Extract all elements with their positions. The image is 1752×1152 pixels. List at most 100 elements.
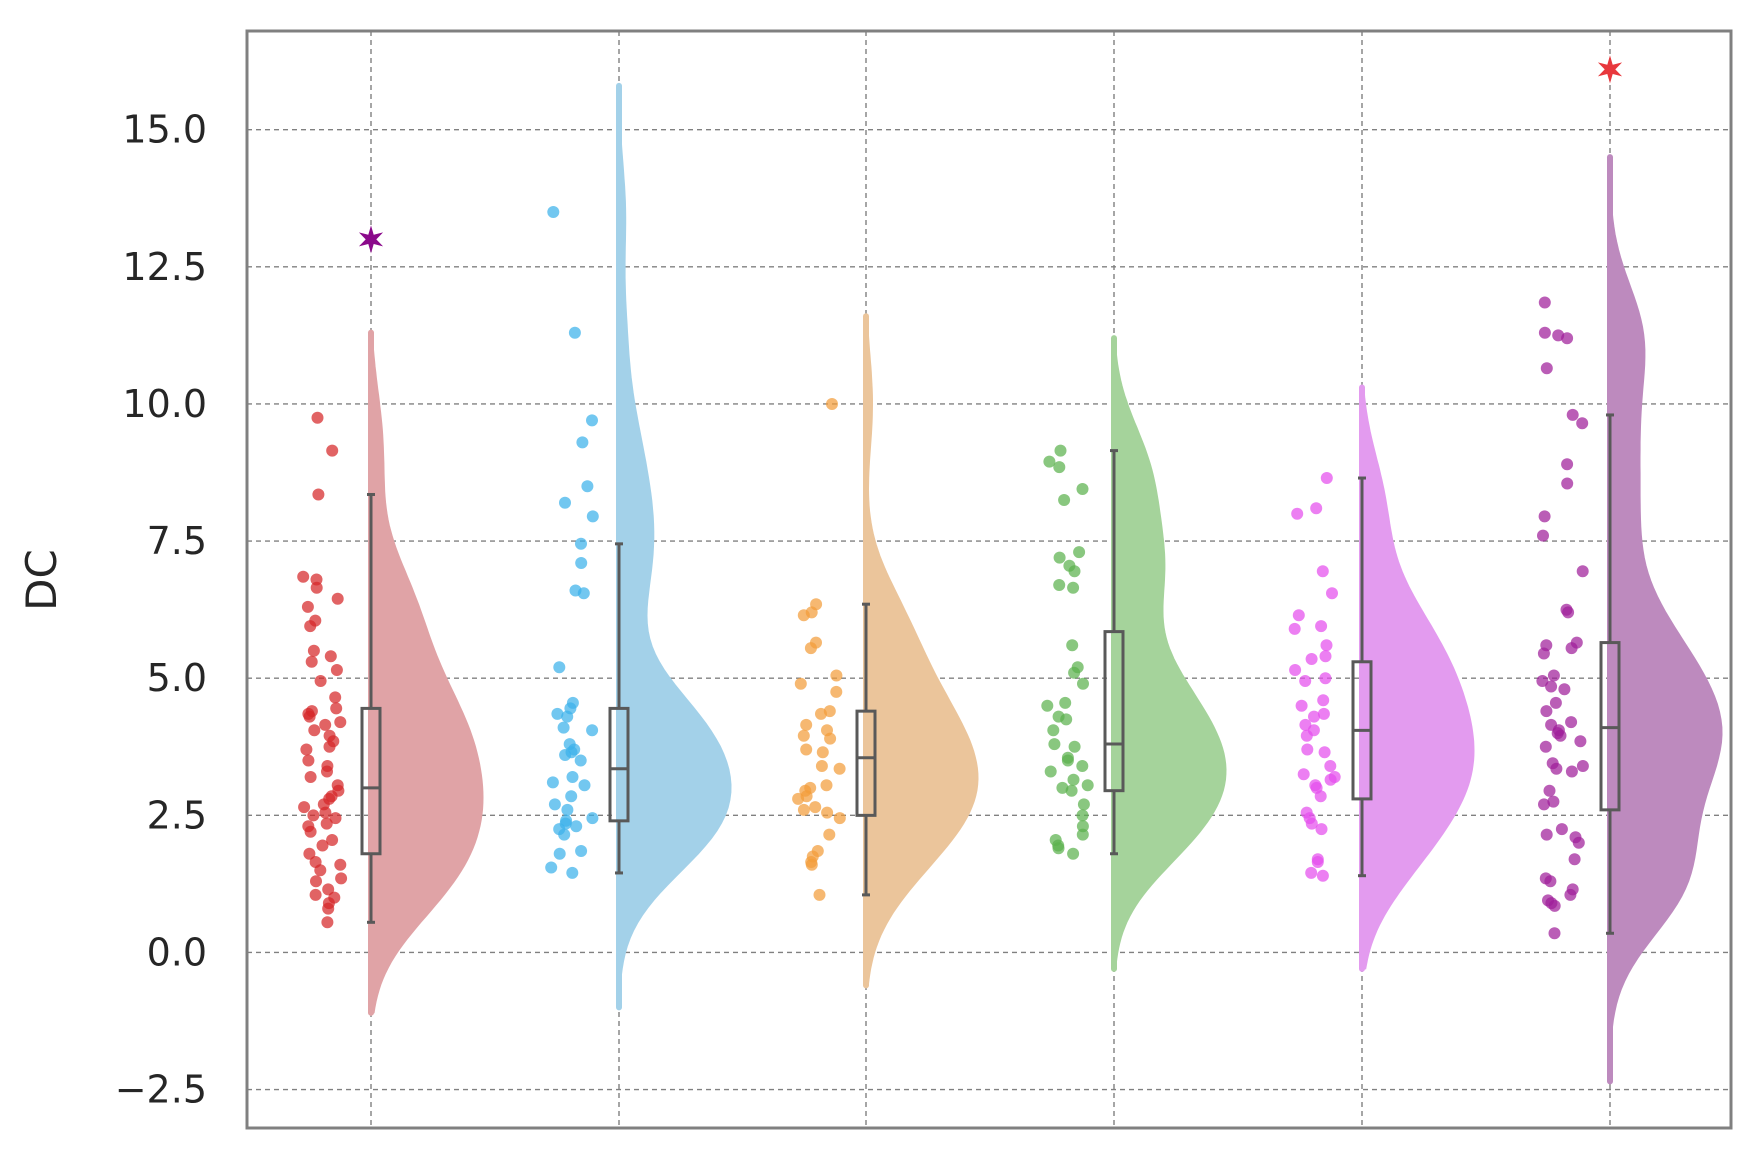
data-point <box>565 790 578 803</box>
data-point <box>329 691 342 704</box>
data-point <box>575 537 587 550</box>
data-point <box>821 806 834 819</box>
data-point <box>1061 754 1074 767</box>
data-point <box>1047 724 1060 737</box>
data-point <box>1316 869 1329 882</box>
data-point <box>1548 899 1561 912</box>
data-point <box>309 888 322 901</box>
y-tick-label: 7.5 <box>147 519 207 563</box>
data-point <box>797 609 810 622</box>
data-point <box>1547 795 1560 808</box>
data-point <box>300 743 313 756</box>
y-tick-label: 5.0 <box>147 656 207 700</box>
data-point <box>1305 817 1318 830</box>
data-point <box>1053 551 1066 564</box>
data-point <box>568 326 581 339</box>
data-point <box>1538 296 1551 309</box>
data-point <box>797 729 810 742</box>
data-point <box>326 834 339 846</box>
data-point <box>794 677 807 690</box>
data-point <box>1297 768 1310 781</box>
data-point <box>1058 494 1071 506</box>
data-point <box>1295 699 1308 712</box>
data-point <box>547 206 560 218</box>
data-point <box>1538 510 1551 523</box>
data-point <box>305 655 318 668</box>
data-point <box>1301 743 1314 756</box>
data-point <box>322 902 335 915</box>
data-point <box>566 771 579 783</box>
box-iqr <box>360 706 382 856</box>
data-point <box>319 806 332 819</box>
data-point <box>1311 856 1324 868</box>
data-point <box>815 707 827 720</box>
data-point <box>1572 836 1585 849</box>
data-point <box>1076 820 1089 833</box>
data-point <box>1060 713 1073 726</box>
data-point <box>301 600 314 613</box>
data-point <box>1288 622 1301 635</box>
data-point <box>559 749 572 761</box>
data-point <box>1292 609 1305 622</box>
data-point <box>1574 735 1587 748</box>
data-point <box>553 847 566 860</box>
outlier-star-marker <box>358 225 384 254</box>
data-point <box>800 718 813 731</box>
data-point <box>809 801 822 814</box>
data-point <box>1067 773 1080 786</box>
data-point <box>323 740 336 753</box>
data-point <box>551 707 564 720</box>
data-point <box>1299 718 1312 731</box>
data-point <box>548 798 561 811</box>
data-point <box>797 803 810 816</box>
plot-frame <box>245 29 1733 1130</box>
data-point <box>1289 664 1302 676</box>
data-point <box>321 765 333 778</box>
data-point <box>1073 546 1086 559</box>
data-point <box>561 710 574 723</box>
data-point <box>1065 784 1078 797</box>
data-point <box>575 845 588 857</box>
data-point <box>1315 620 1328 633</box>
violin-half <box>618 85 732 1008</box>
data-point <box>1054 444 1067 457</box>
box-iqr <box>855 709 877 817</box>
box-plots <box>360 413 1621 935</box>
data-point <box>330 664 343 676</box>
data-point <box>1053 461 1066 474</box>
data-point <box>330 702 343 715</box>
data-point <box>553 661 566 674</box>
data-point <box>310 581 323 594</box>
data-point <box>1326 587 1338 600</box>
data-point <box>326 444 339 457</box>
data-point <box>813 888 826 901</box>
data-point <box>1076 760 1089 772</box>
data-point <box>1537 647 1550 660</box>
data-point <box>1545 680 1558 693</box>
data-point <box>1555 823 1568 836</box>
data-point <box>302 754 315 767</box>
data-point <box>1305 866 1318 879</box>
data-point <box>1562 606 1575 619</box>
data-point <box>1568 853 1581 866</box>
data-point <box>1043 455 1056 468</box>
y-tick-label: −2.5 <box>115 1068 207 1112</box>
data-point <box>1544 875 1557 888</box>
y-tick-label: 15.0 <box>122 108 207 152</box>
data-point <box>1547 669 1560 682</box>
data-point <box>1308 710 1320 723</box>
data-point <box>1561 332 1574 345</box>
data-point <box>830 669 843 682</box>
data-point <box>1318 746 1331 759</box>
data-point <box>833 812 846 825</box>
data-point <box>1565 642 1578 655</box>
box-iqr <box>608 706 630 823</box>
data-point <box>1576 565 1589 578</box>
data-point <box>800 743 813 756</box>
violin-half <box>1113 337 1227 970</box>
data-point <box>815 760 828 772</box>
data-point <box>304 620 317 633</box>
data-point <box>331 592 344 605</box>
data-point <box>1537 529 1549 542</box>
